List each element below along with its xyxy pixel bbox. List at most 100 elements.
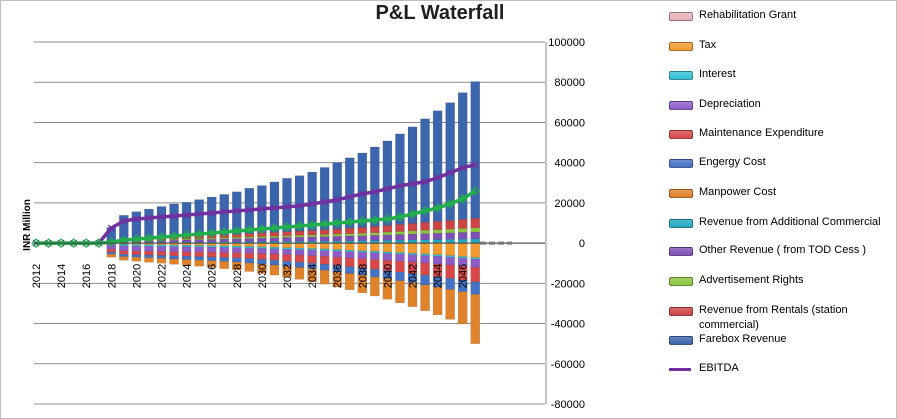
line-marker	[270, 204, 278, 212]
bar-segment	[407, 242, 418, 254]
legend-item: Advertisement Rights	[669, 273, 894, 303]
bar-segment	[445, 242, 455, 256]
bar-segment	[357, 252, 367, 259]
line-marker	[244, 225, 255, 235]
bar-segment	[407, 230, 418, 235]
bar-segment	[206, 260, 217, 268]
bar-segment	[432, 276, 443, 288]
bar-segment	[169, 255, 179, 260]
bar-segment	[395, 253, 405, 262]
bar-segment	[194, 245, 204, 248]
bar-segment	[106, 251, 117, 255]
bar-segment	[144, 257, 154, 263]
legend-swatch	[669, 247, 693, 256]
bar-segment	[244, 242, 255, 247]
bar-segment	[319, 250, 330, 257]
bar-segment	[445, 239, 455, 244]
y-tick-label: 0	[579, 238, 585, 250]
legend-label: Depreciation	[699, 98, 761, 110]
line-marker	[120, 217, 128, 225]
y-axis-ticks: 100000 80000 60000 40000 20000 0 -20000 -40000 -…	[548, 37, 585, 411]
x-tick-label: 2022	[157, 264, 169, 288]
y-tick-label: 100000	[548, 37, 585, 49]
bar-segment	[458, 219, 468, 229]
bar-segment	[244, 246, 255, 249]
bar-segment	[269, 235, 280, 238]
bar-segment	[345, 266, 355, 274]
line-marker	[459, 164, 467, 172]
bar-segment	[432, 233, 443, 240]
line-marker	[145, 214, 153, 222]
bar-segment	[194, 199, 204, 237]
bar-segment	[319, 270, 330, 285]
line-marker	[119, 235, 129, 245]
gridlines	[34, 41, 547, 405]
line-marker	[308, 200, 316, 208]
bar-segment	[395, 242, 405, 253]
bar-segment	[432, 242, 443, 255]
bar-segment	[269, 264, 280, 276]
line-marker	[432, 203, 443, 213]
legend-swatch	[669, 277, 693, 286]
legend-swatch	[669, 307, 693, 316]
bar-segment	[345, 257, 355, 267]
bar-segment	[257, 263, 267, 274]
bar-segment	[156, 255, 167, 259]
y-tick-label: 20000	[554, 198, 585, 210]
bar-segment	[219, 194, 229, 235]
line-marker	[257, 224, 267, 234]
bar-segment	[420, 222, 430, 231]
bar-segment	[458, 256, 468, 259]
bar-segment	[345, 251, 355, 259]
bar-segment	[219, 252, 229, 258]
bar-segment	[194, 251, 204, 257]
bar-segment	[345, 249, 355, 252]
bar-segment	[420, 230, 430, 234]
bar-segment	[420, 118, 430, 223]
bar-segment	[307, 255, 317, 264]
bar-segment	[395, 224, 405, 232]
line-marker	[358, 190, 366, 198]
bar-segment	[445, 278, 455, 290]
x-axis-ticks: 2012 2014 2016 2018 2020 2022 2024 2026 2028 2030…	[31, 264, 470, 288]
line-marker	[81, 238, 92, 248]
bar-segment	[319, 248, 330, 251]
bar-segment	[307, 171, 317, 231]
bar-segment	[432, 229, 443, 234]
line-marker	[346, 193, 354, 201]
bar-segment	[119, 256, 129, 261]
line-marker	[296, 202, 304, 210]
bar-segment	[370, 235, 380, 241]
line-marker	[333, 196, 341, 204]
x-tick-label: 2040	[382, 264, 394, 288]
bar-segment	[445, 264, 455, 279]
bar-segment	[458, 242, 468, 257]
bar-segment	[307, 236, 317, 242]
line-marker	[195, 210, 203, 218]
bar-segment	[382, 251, 393, 254]
bar-segment	[169, 244, 179, 247]
bar-segment	[119, 250, 129, 255]
bar-segment	[420, 274, 430, 286]
line-marker	[231, 226, 242, 236]
bar-segment	[332, 271, 342, 288]
bar-segment	[294, 242, 305, 249]
bar-segment	[470, 242, 480, 258]
line-marker	[233, 207, 241, 215]
bar-segment	[294, 175, 305, 232]
bar-segment	[382, 234, 393, 241]
line-marker	[407, 209, 418, 219]
x-tick-label: 2036	[332, 264, 344, 288]
bar-segment	[156, 251, 167, 256]
bar-segment	[407, 252, 418, 255]
bar-segment	[470, 281, 480, 295]
bar-segment	[206, 252, 217, 258]
legend-swatch	[669, 71, 693, 80]
line-marker	[383, 185, 391, 193]
bar-segment	[156, 246, 167, 252]
line-marker	[132, 215, 140, 223]
bar-segment	[445, 220, 455, 230]
bar-segment	[257, 236, 267, 239]
bar-segment	[294, 230, 305, 236]
bar-segment	[470, 238, 480, 244]
